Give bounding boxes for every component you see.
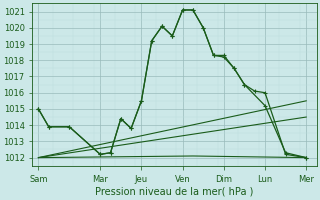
- X-axis label: Pression niveau de la mer( hPa ): Pression niveau de la mer( hPa ): [95, 187, 253, 197]
